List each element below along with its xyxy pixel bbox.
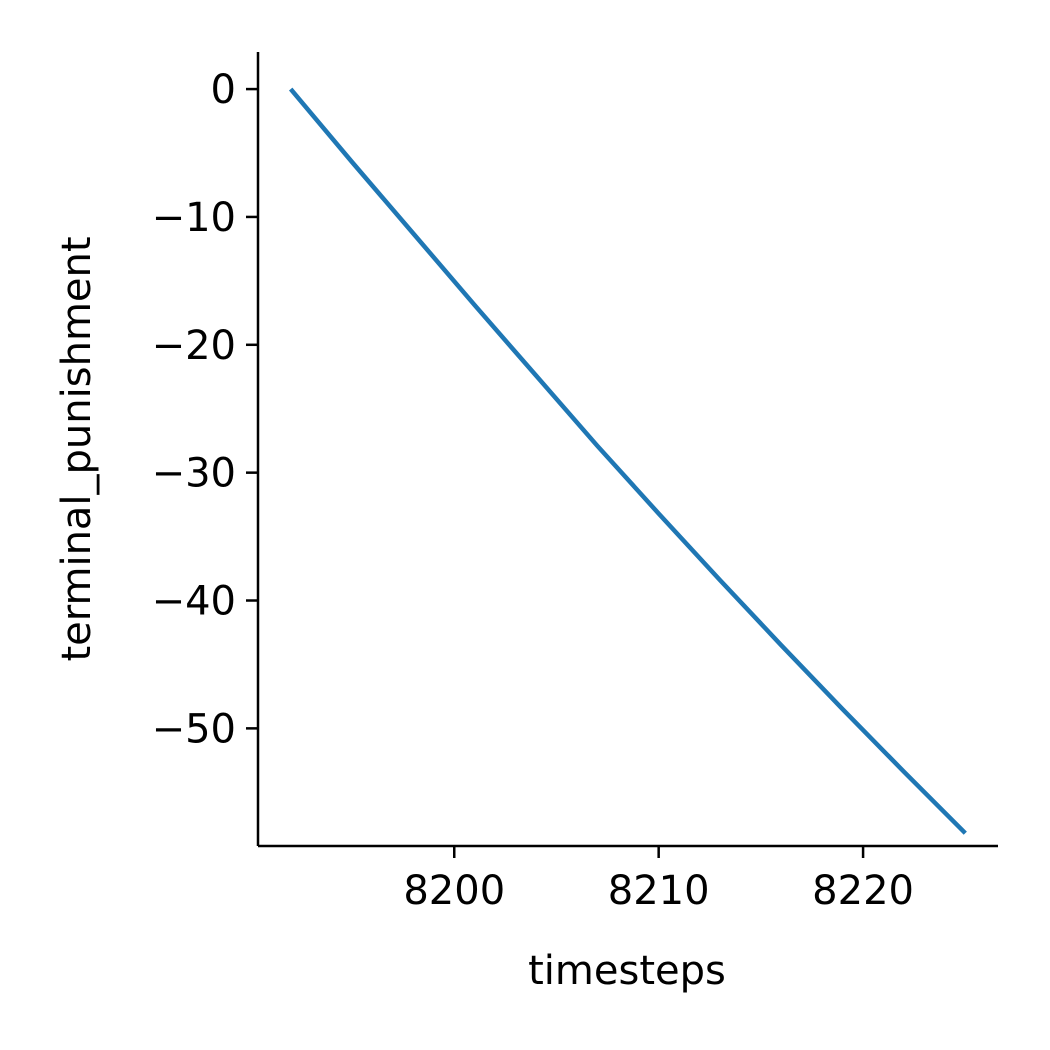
y-ticks: 0 −10 −20 −30 −40 −50 (152, 67, 258, 752)
axes-layer (256, 52, 998, 848)
y-tick-label: −20 (152, 323, 236, 369)
y-tick-label: −10 (152, 195, 236, 241)
x-tick-label: 8210 (608, 868, 710, 914)
x-axis-label: timesteps (528, 948, 726, 994)
y-tick-label: −40 (152, 579, 236, 625)
series-layer (288, 87, 967, 835)
x-tick-label: 8200 (403, 868, 505, 914)
y-tick-label: −50 (152, 706, 236, 752)
y-tick-label: −30 (152, 451, 236, 497)
series-line-0 (288, 87, 967, 835)
y-axis-label: terminal_punishment (54, 236, 100, 661)
x-ticks: 8200 8210 8220 (403, 846, 914, 914)
y-tick-label: 0 (211, 67, 236, 113)
x-tick-label: 8220 (812, 868, 914, 914)
